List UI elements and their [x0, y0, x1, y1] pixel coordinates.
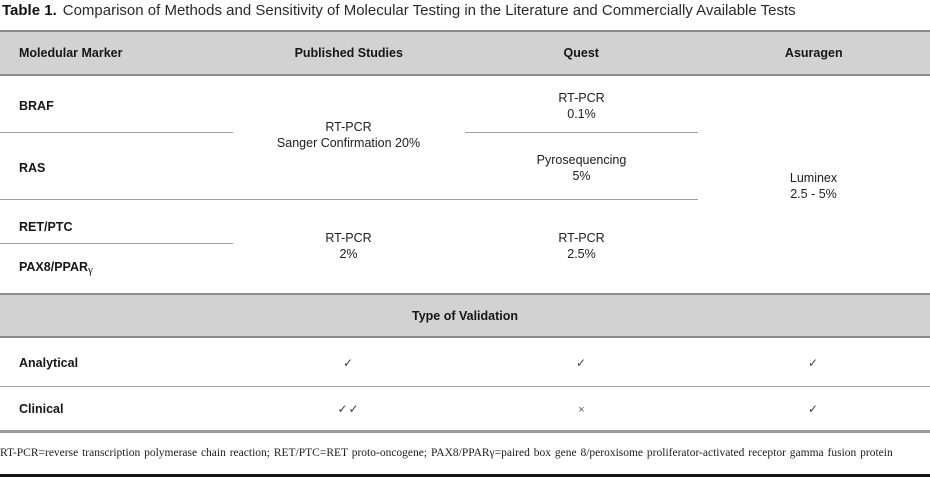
cell-published-retptc-pax8-method: RT-PCR — [325, 231, 372, 245]
clinical-published-check: ✓✓ — [337, 402, 360, 416]
marker-ret-ptc-text: RET/PTC — [19, 220, 73, 234]
bottom-rule — [0, 474, 930, 477]
footnote: RT-PCR=reverse transcription polymerase … — [0, 447, 893, 459]
column-header-asuragen: Asuragen — [784, 46, 843, 60]
cell-quest-braf-sensitivity: 0.1% — [567, 107, 596, 121]
cell-quest-ras-sensitivity: 5% — [572, 169, 591, 183]
marker-braf-text: BRAF — [19, 99, 54, 113]
marker-ras-text: RAS — [19, 161, 46, 175]
table-header-row: Moledular Marker Published Studies Quest… — [0, 30, 930, 76]
divider-braf-ras-quest-col — [465, 132, 698, 133]
clinical-quest-cross: × — [578, 404, 585, 416]
table-bottom-border — [0, 430, 930, 433]
cell-quest-retptc-pax8-method: RT-PCR — [558, 231, 605, 245]
cell-quest-retptc-pax8: RT-PCR 2.5% — [465, 230, 698, 262]
table-title-text: Comparison of Methods and Sensitivity of… — [62, 2, 796, 19]
marker-pax8-ppar: PAX8/PPARγ — [19, 259, 93, 276]
analytical-published-check: ✓ — [342, 356, 355, 370]
row-label-analytical: Analytical — [19, 356, 79, 370]
type-of-validation-band: Type of Validation — [0, 293, 930, 338]
marker-ras: RAS — [19, 160, 45, 177]
cell-quest-ras-method: Pyrosequencing — [536, 153, 627, 167]
cell-published-retptc-pax8-sensitivity: 2% — [339, 247, 358, 261]
cell-asuragen-sensitivity: 2.5 - 5% — [790, 187, 837, 201]
divider-analytical-clinical — [0, 386, 930, 387]
row-label-clinical: Clinical — [19, 402, 64, 416]
cell-asuragen-all: Luminex 2.5 - 5% — [697, 170, 930, 202]
cell-published-braf-ras: RT-PCR Sanger Confirmation 20% — [232, 119, 465, 151]
analytical-asuragen-check: ✓ — [807, 356, 820, 370]
cell-published-retptc-pax8: RT-PCR 2% — [232, 230, 465, 262]
marker-pax8-ppar-gamma: γ — [88, 264, 93, 276]
marker-pax8-ppar-text: PAX8/PPAR — [19, 260, 89, 274]
divider-ras-retptc — [0, 199, 698, 200]
cell-published-braf-ras-sensitivity: Sanger Confirmation 20% — [276, 136, 421, 150]
marker-braf: BRAF — [19, 98, 54, 115]
table-number: Table 1. — [2, 2, 57, 19]
cell-quest-braf: RT-PCR 0.1% — [465, 90, 698, 122]
table-body: BRAF RAS RET/PTC PAX8/PPARγ RT-PCR Sange… — [0, 76, 930, 293]
column-header-molecular-marker: Moledular Marker — [19, 46, 123, 60]
type-of-validation-label: Type of Validation — [411, 308, 519, 323]
analytical-quest-check: ✓ — [575, 356, 588, 370]
column-header-quest: Quest — [563, 46, 599, 60]
marker-ret-ptc: RET/PTC — [19, 219, 72, 236]
cell-asuragen-method: Luminex — [789, 171, 838, 185]
clinical-asuragen-check: ✓ — [807, 402, 820, 416]
column-header-published-studies: Published Studies — [294, 46, 403, 60]
table-caption: Table 1. Comparison of Methods and Sensit… — [2, 1, 796, 20]
divider-braf-ras-marker-col — [0, 132, 233, 133]
cell-quest-retptc-pax8-sensitivity: 2.5% — [567, 247, 596, 261]
cell-quest-braf-method: RT-PCR — [558, 91, 605, 105]
divider-retptc-pax8-marker-col — [0, 243, 233, 244]
cell-quest-ras: Pyrosequencing 5% — [465, 152, 698, 184]
cell-published-braf-ras-method: RT-PCR — [325, 120, 372, 134]
